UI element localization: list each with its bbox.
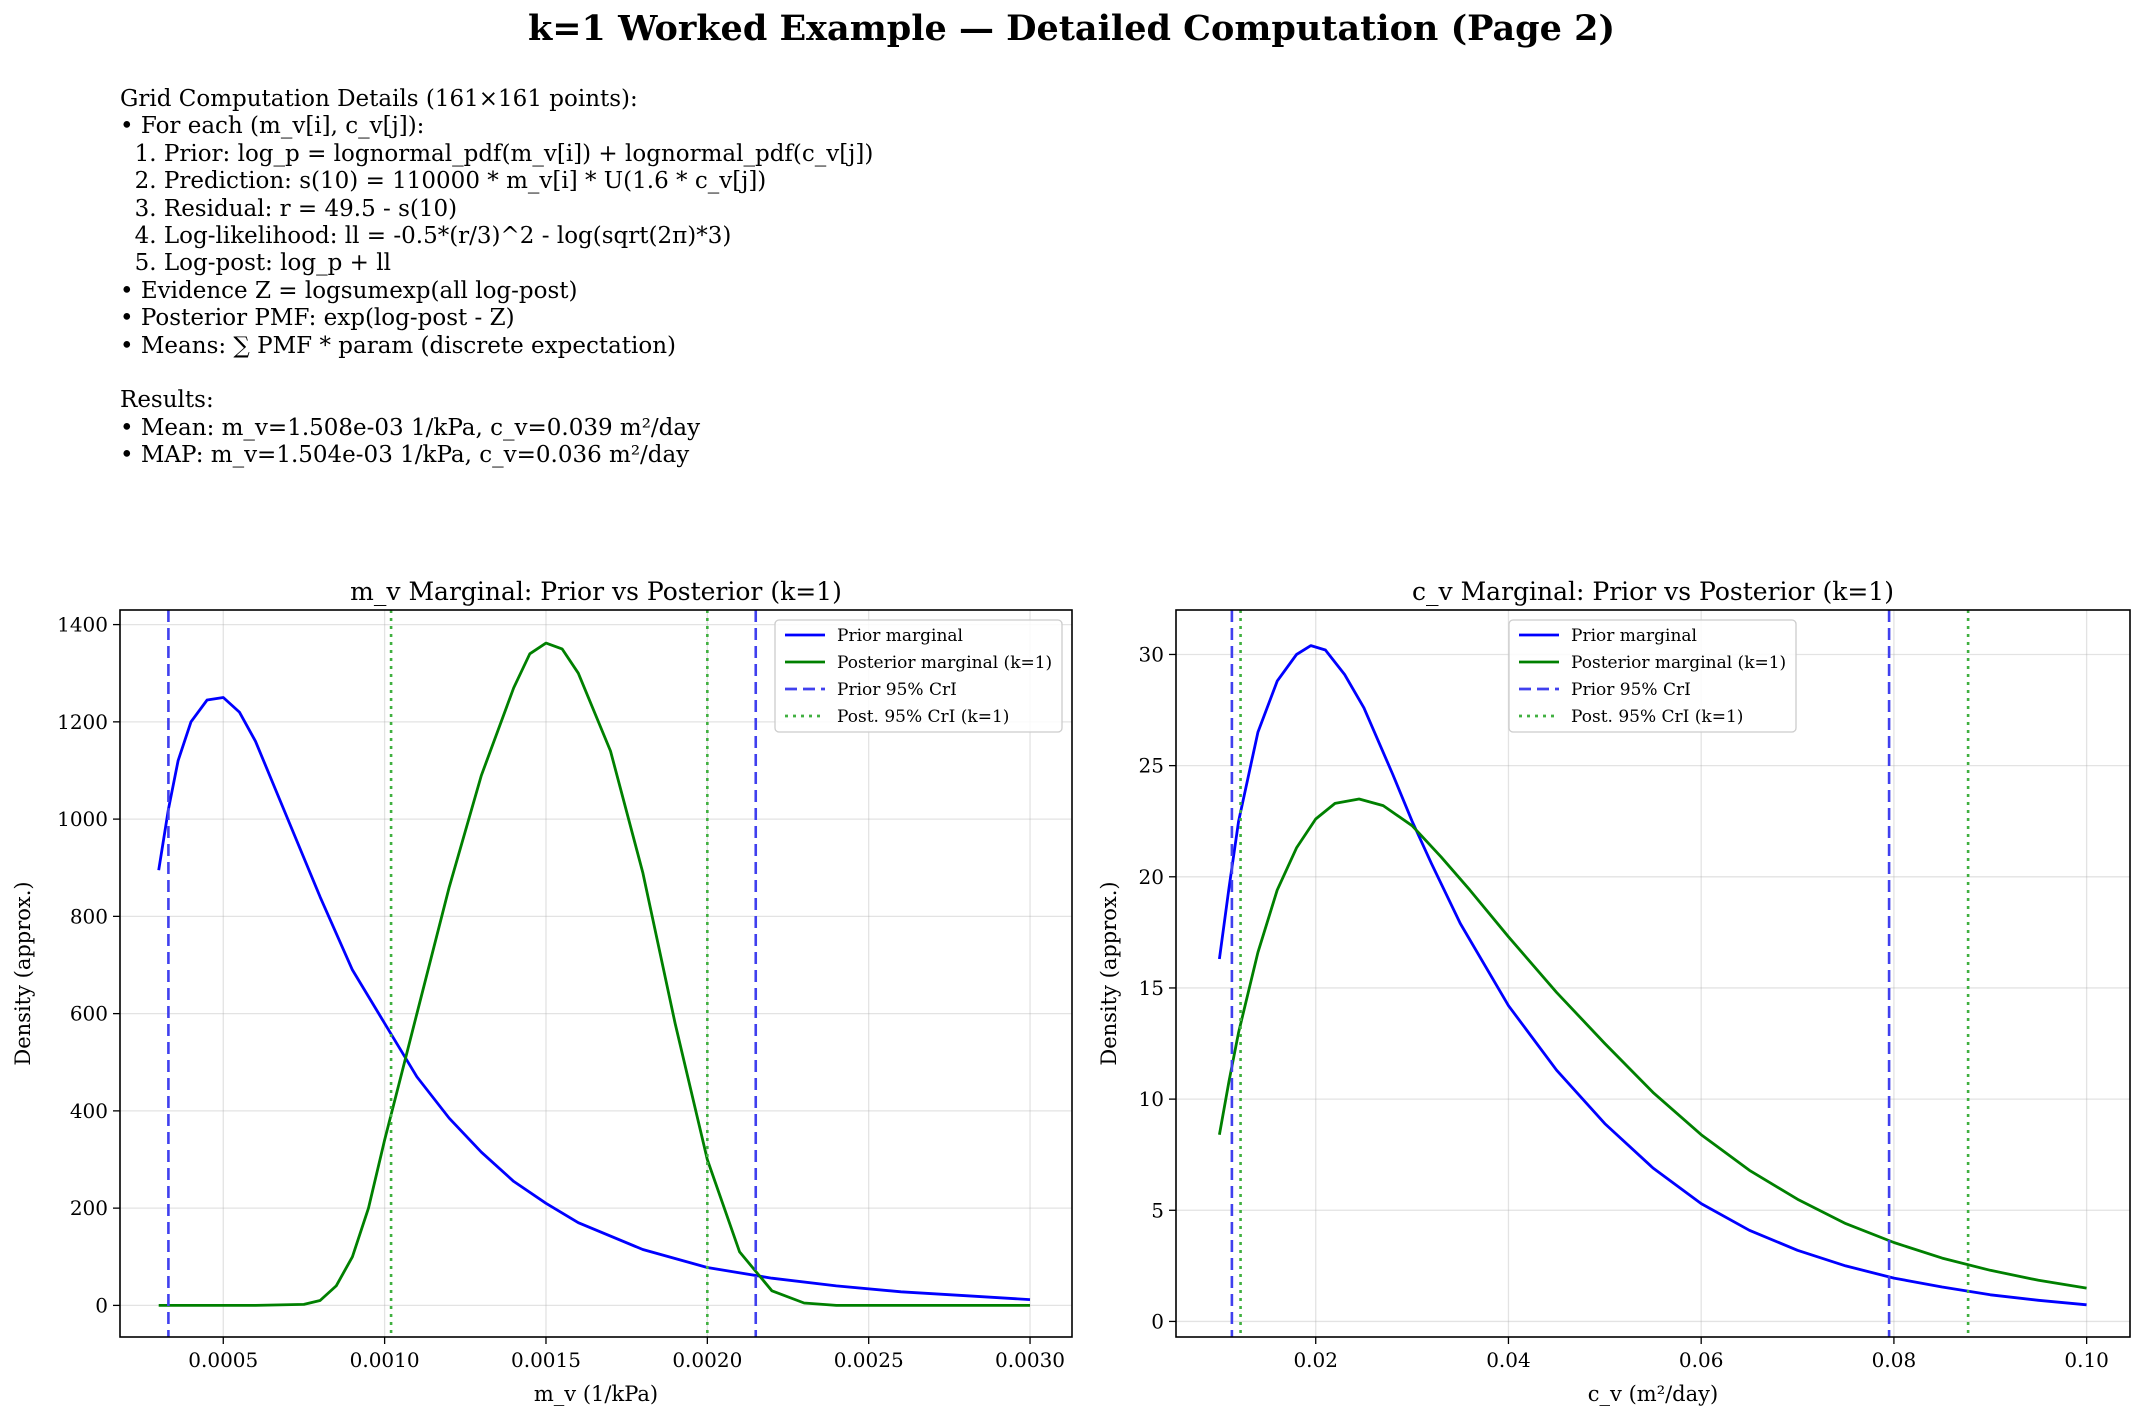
notes-line: 1. Prior: log_p = lognormal_pdf(m_v[i]) … — [120, 140, 874, 167]
y-tick-label: 200 — [70, 1196, 108, 1220]
legend-label: Prior marginal — [837, 626, 963, 646]
legend-label: Prior 95% CrI — [1571, 680, 1691, 700]
y-tick-label: 20 — [1139, 865, 1164, 889]
prior-marginal-line — [157, 696, 1031, 1301]
x-tick-label: 0.0030 — [995, 1348, 1065, 1372]
y-tick-label: 5 — [1151, 1198, 1164, 1222]
y-tick-label: 10 — [1139, 1087, 1164, 1111]
notes-line: • Means: ∑ PMF * param (discrete expecta… — [120, 332, 677, 359]
legend-label: Post. 95% CrI (k=1) — [1571, 707, 1743, 727]
y-tick-label: 1000 — [57, 807, 108, 831]
prior-marginal-line — [1218, 644, 2087, 1307]
x-tick-label: 0.0020 — [672, 1348, 742, 1372]
notes-line: • Mean: m_v=1.508e-03 1/kPa, c_v=0.039 m… — [120, 414, 701, 441]
x-axis-label: c_v (m²/day) — [1588, 1382, 1718, 1406]
y-tick-label: 0 — [1151, 1309, 1164, 1333]
x-tick-label: 0.0015 — [511, 1348, 581, 1372]
x-tick-label: 0.06 — [1679, 1348, 1724, 1372]
computation-notes: Grid Computation Details (161×161 points… — [120, 86, 873, 470]
x-tick-label: 0.08 — [1872, 1348, 1917, 1372]
legend-label: Post. 95% CrI (k=1) — [837, 707, 1009, 727]
y-tick-label: 0 — [95, 1293, 108, 1317]
y-tick-label: 400 — [70, 1099, 108, 1123]
legend-box — [1508, 619, 1797, 733]
legend-label: Prior 95% CrI — [837, 680, 957, 700]
y-tick-label: 1400 — [57, 613, 108, 637]
notes-line: • For each (m_v[i], c_v[j]): — [120, 113, 425, 140]
chart-panel-2: 0.02 0.04 0.06 0.08 0.10 0 5 10 15 20 25 30 c_v Marg… — [1097, 577, 2131, 1406]
chart-title: c_v Marginal: Prior vs Posterior (k=1) — [1412, 577, 1894, 606]
plot-area — [157, 610, 1031, 1337]
notes-line: 2. Prediction: s(10) = 110000 * m_v[i] *… — [120, 168, 767, 195]
legend-label: Posterior marginal (k=1) — [1571, 653, 1786, 673]
axes-frame — [1175, 609, 2131, 1338]
notes-line: Grid Computation Details (161×161 points… — [120, 86, 638, 112]
plot-area — [1218, 610, 2087, 1337]
notes-line: Results: — [120, 387, 214, 414]
notes-line: • Posterior PMF: exp(log-post - Z) — [120, 305, 515, 332]
chart-panel-1: 0.0005 0.0010 0.0015 0.0020 0.0025 0.0030 0 200… — [11, 577, 1073, 1406]
y-axis-label: Density (approx.) — [11, 881, 35, 1065]
x-tick-label: 0.0010 — [350, 1348, 420, 1372]
legend-box — [774, 619, 1063, 733]
notes-line: 4. Log-likelihood: ll = -0.5*(r/3)^2 - l… — [120, 223, 732, 250]
y-tick-label: 30 — [1139, 642, 1164, 666]
y-tick-label: 600 — [70, 1002, 108, 1026]
legend-label: Prior marginal — [1571, 626, 1697, 646]
x-axis-label: m_v (1/kPa) — [534, 1382, 658, 1406]
axes-frame — [119, 609, 1073, 1338]
x-tick-label: 0.0005 — [188, 1348, 258, 1372]
legend-label: Posterior marginal (k=1) — [837, 653, 1052, 673]
y-tick-label: 15 — [1139, 976, 1164, 1000]
x-tick-label: 0.10 — [2064, 1348, 2109, 1372]
y-tick-label: 800 — [70, 904, 108, 928]
notes-line: • Evidence Z = logsumexp(all log-post) — [120, 277, 578, 304]
x-tick-label: 0.0025 — [834, 1348, 904, 1372]
y-axis-label: Density (approx.) — [1097, 881, 1121, 1065]
posterior-marginal-line — [1218, 797, 2087, 1290]
notes-line: 3. Residual: r = 49.5 - s(10) — [120, 195, 458, 222]
posterior-marginal-line — [158, 641, 1030, 1307]
notes-line: • MAP: m_v=1.504e-03 1/kPa, c_v=0.036 m²… — [120, 442, 690, 469]
y-tick-label: 25 — [1139, 754, 1164, 778]
x-tick-label: 0.02 — [1293, 1348, 1338, 1372]
chart-legend: Prior marginal Posterior marginal (k=1) Pr… — [774, 619, 1063, 733]
notes-line: 5. Log-post: log_p + ll — [120, 250, 391, 277]
page-title: k=1 Worked Example — Detailed Computatio… — [527, 8, 1616, 49]
chart-legend: Prior marginal Posterior marginal (k=1) Pr… — [1508, 619, 1797, 733]
chart-title: m_v Marginal: Prior vs Posterior (k=1) — [350, 577, 842, 606]
x-tick-label: 0.04 — [1486, 1348, 1531, 1372]
y-tick-label: 1200 — [57, 710, 108, 734]
